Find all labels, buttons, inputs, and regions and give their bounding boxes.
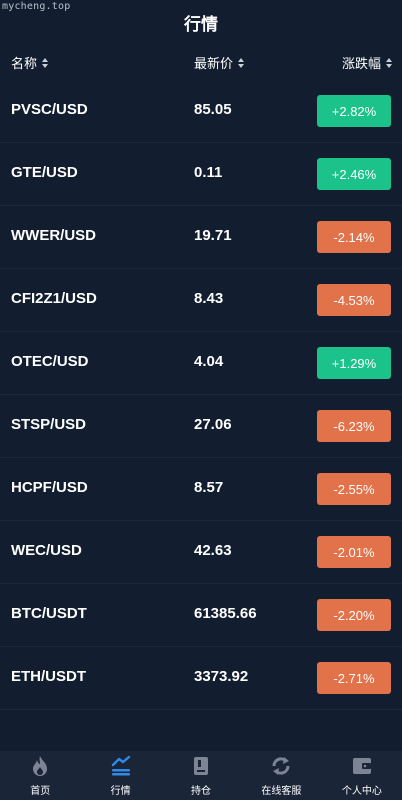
change-badge[interactable]: +1.29% bbox=[317, 347, 391, 379]
last-price: 42.63 bbox=[194, 542, 232, 559]
pair-name: BTC/USDT bbox=[11, 605, 87, 622]
column-change-label: 涨跌幅 bbox=[341, 56, 381, 71]
sort-by-name[interactable]: 名称 bbox=[11, 53, 49, 72]
market-row[interactable]: CFI2Z1/USD 8.43 -4.53% bbox=[0, 269, 402, 332]
sort-by-change[interactable]: 涨跌幅 bbox=[342, 53, 392, 72]
last-price: 27.06 bbox=[194, 416, 232, 433]
last-price: 0.11 bbox=[194, 164, 223, 181]
tab-2[interactable]: 行情 bbox=[80, 751, 160, 800]
tab-label: 个人中心 bbox=[341, 786, 382, 797]
column-price-label: 最新价 bbox=[194, 56, 234, 71]
tab-5[interactable]: 个人中心 bbox=[322, 751, 402, 800]
last-price: 19.71 bbox=[194, 227, 232, 244]
sort-icon bbox=[42, 57, 49, 68]
market-row[interactable]: GTE/USD 0.11 +2.46% bbox=[0, 143, 402, 206]
change-badge[interactable]: -2.71% bbox=[317, 662, 391, 694]
pair-name: HCPF/USD bbox=[11, 479, 88, 496]
last-price: 85.05 bbox=[194, 101, 232, 118]
tab-label: 行情 bbox=[110, 786, 131, 797]
change-badge[interactable]: -2.55% bbox=[317, 473, 391, 505]
sort-icon bbox=[386, 57, 392, 68]
position-icon bbox=[189, 754, 213, 778]
change-badge[interactable]: +2.82% bbox=[317, 95, 391, 127]
watermark: mycheng.top bbox=[2, 1, 71, 12]
sort-by-price[interactable]: 最新价 bbox=[194, 53, 245, 72]
last-price: 8.43 bbox=[194, 290, 224, 307]
pair-name: OTEC/USD bbox=[11, 353, 89, 370]
tab-label: 在线客服 bbox=[261, 786, 302, 797]
pair-name: WWER/USD bbox=[11, 227, 96, 244]
market-row[interactable]: ETH/USDT 3373.92 -2.71% bbox=[0, 647, 402, 710]
pair-name: PVSC/USD bbox=[11, 101, 88, 118]
market-row[interactable]: STSP/USD 27.06 -6.23% bbox=[0, 395, 402, 458]
market-list: PVSC/USD 85.05 +2.82% GTE/USD 0.11 +2.46% WWER… bbox=[0, 80, 402, 710]
pair-name: WEC/USD bbox=[11, 542, 82, 559]
last-price: 8.57 bbox=[194, 479, 224, 496]
tab-3[interactable]: 持仓 bbox=[161, 751, 241, 800]
last-price: 3373.92 bbox=[194, 668, 249, 685]
header: 行情 bbox=[0, 0, 402, 42]
change-badge[interactable]: -4.53% bbox=[317, 284, 391, 316]
last-price: 4.04 bbox=[194, 353, 224, 370]
wallet-icon bbox=[350, 754, 374, 778]
market-row[interactable]: WWER/USD 19.71 -2.14% bbox=[0, 206, 402, 269]
pair-name: STSP/USD bbox=[11, 416, 87, 433]
change-badge[interactable]: -2.14% bbox=[317, 221, 391, 253]
column-header: 名称 最新价 涨跌幅 bbox=[0, 42, 402, 80]
pair-name: GTE/USD bbox=[11, 164, 78, 181]
bottom-tab-bar: 首页 行情 持仓 在线客服 个人中心 bbox=[0, 751, 402, 800]
page-title: 行情 bbox=[184, 14, 218, 34]
tab-1[interactable]: 首页 bbox=[0, 751, 80, 800]
last-price: 61385.66 bbox=[194, 605, 257, 622]
change-badge[interactable]: -6.23% bbox=[317, 410, 391, 442]
sort-icon bbox=[238, 57, 245, 68]
tab-label: 持仓 bbox=[191, 786, 212, 797]
change-badge[interactable]: -2.20% bbox=[317, 599, 391, 631]
change-badge[interactable]: -2.01% bbox=[317, 536, 391, 568]
market-row[interactable]: WEC/USD 42.63 -2.01% bbox=[0, 521, 402, 584]
market-row[interactable]: PVSC/USD 85.05 +2.82% bbox=[0, 80, 402, 143]
change-badge[interactable]: +2.46% bbox=[317, 158, 391, 190]
tab-label: 首页 bbox=[30, 786, 51, 797]
market-row[interactable]: BTC/USDT 61385.66 -2.20% bbox=[0, 584, 402, 647]
flame-icon bbox=[28, 754, 52, 778]
market-row[interactable]: OTEC/USD 4.04 +1.29% bbox=[0, 332, 402, 395]
column-name-label: 名称 bbox=[11, 56, 38, 71]
pair-name: ETH/USDT bbox=[11, 668, 86, 685]
pair-name: CFI2Z1/USD bbox=[11, 290, 97, 307]
market-row[interactable]: HCPF/USD 8.57 -2.55% bbox=[0, 458, 402, 521]
market-icon bbox=[109, 754, 133, 778]
tab-4[interactable]: 在线客服 bbox=[241, 751, 321, 800]
refresh-icon bbox=[269, 754, 293, 778]
